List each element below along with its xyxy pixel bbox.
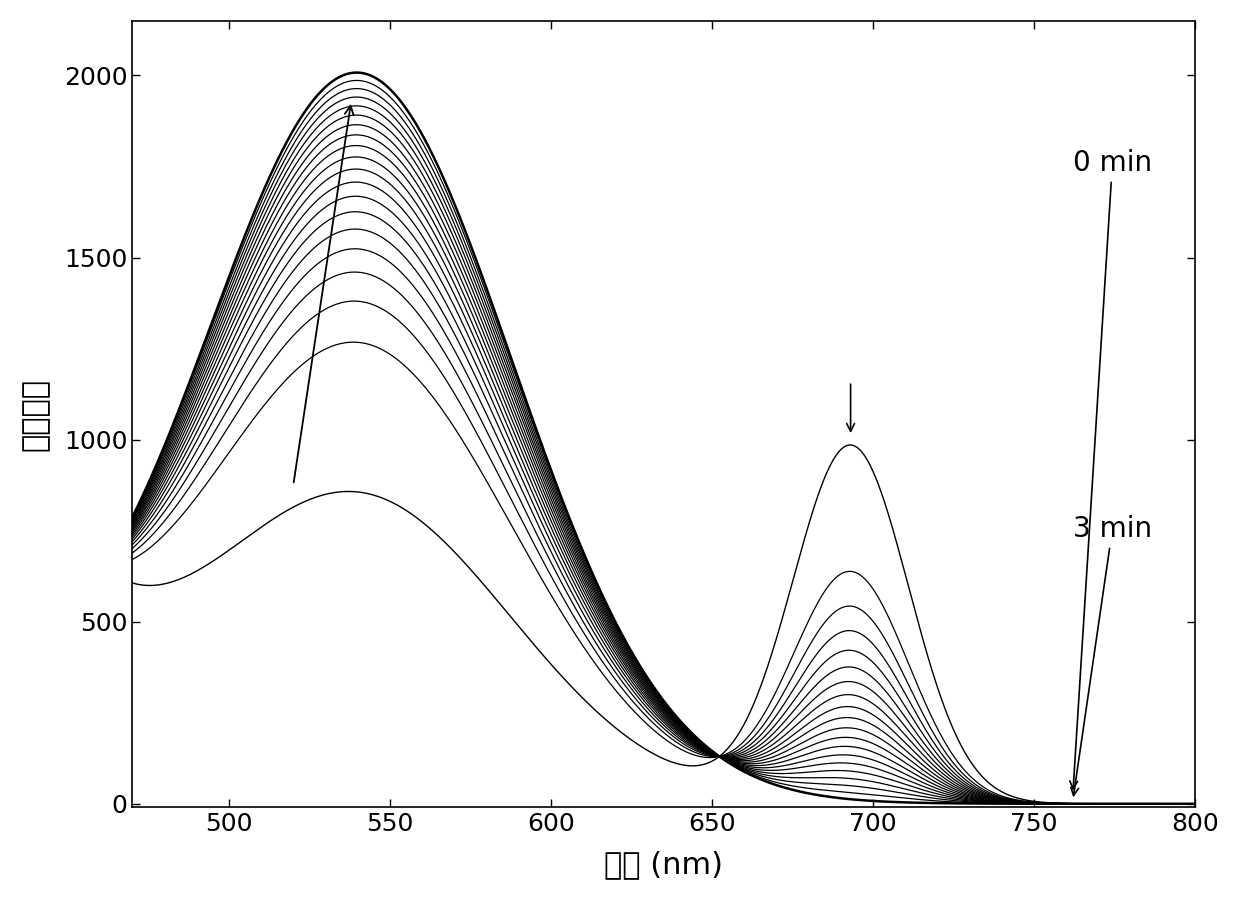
- Text: 3 min: 3 min: [1071, 515, 1152, 796]
- Text: 0 min: 0 min: [1070, 148, 1152, 789]
- Y-axis label: 荧光强度: 荧光强度: [21, 378, 50, 451]
- X-axis label: 波长 (nm): 波长 (nm): [604, 850, 723, 879]
